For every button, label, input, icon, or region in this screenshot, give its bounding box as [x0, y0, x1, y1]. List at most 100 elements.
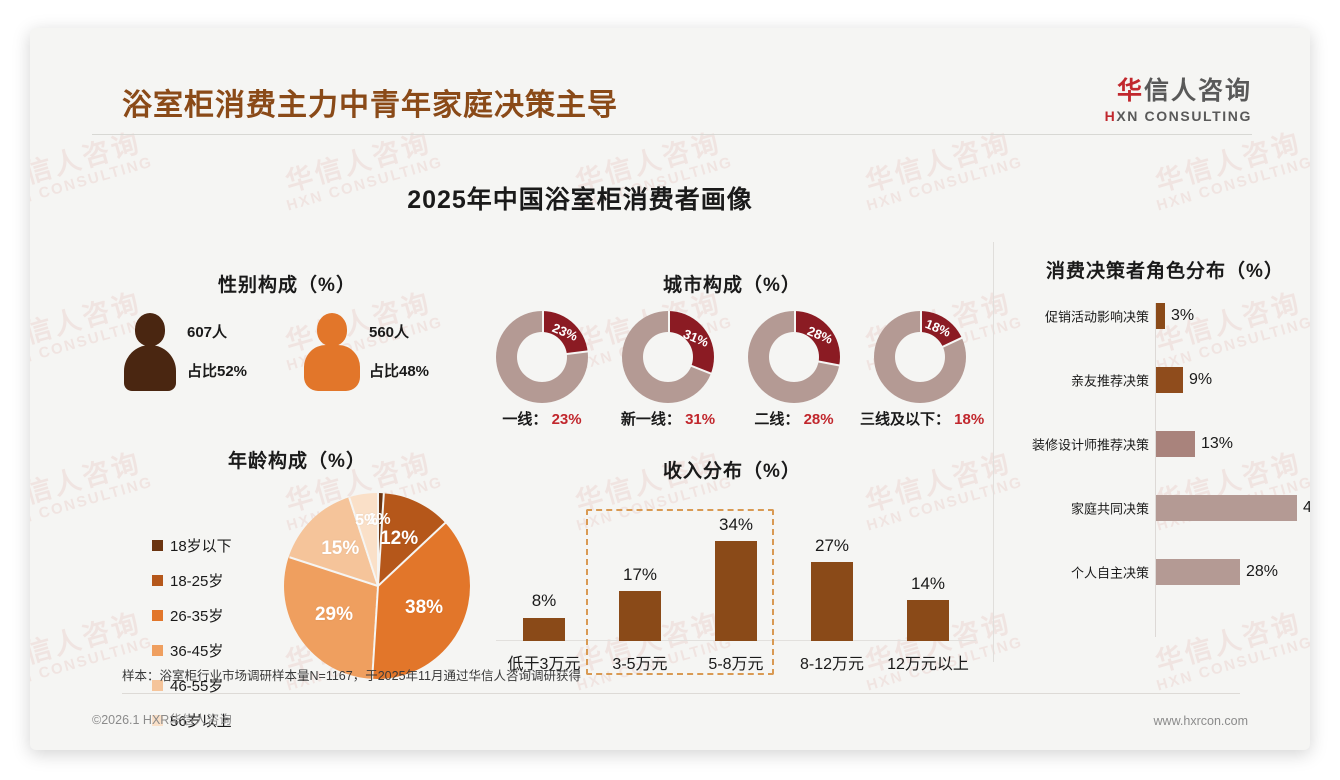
role-bar: [1156, 559, 1240, 585]
subtitle-container: 2025年中国浴室柜消费者画像: [210, 180, 950, 216]
city-donut-item: 23% 一线： 23%: [482, 311, 602, 429]
age-composition-section: 年龄构成（%） 18岁以下 18-25岁 26-35岁 36-45岁 46-55岁 56岁…: [122, 446, 472, 730]
role-bar-label: 家庭共同决策: [1070, 501, 1149, 517]
income-bar-value: 27%: [814, 535, 850, 555]
age-section-title: 年龄构成（%）: [228, 451, 366, 472]
gender-item: 607人占比52%: [122, 313, 247, 391]
role-bar-label: 个人自主决策: [1070, 565, 1149, 581]
gender-composition-section: 性别构成（%） 607人 占比52% 560人 占比48%: [122, 270, 452, 399]
age-legend-item: 18-25岁: [152, 570, 232, 591]
income-bar-category: 5-8万元: [708, 656, 764, 673]
role-bar-value: 47%: [1303, 499, 1310, 516]
vertical-divider: [993, 242, 994, 662]
donut-caption-value: 18%: [954, 411, 985, 428]
role-bar-label: 装修设计师推荐决策: [1031, 437, 1149, 453]
role-bar: [1156, 303, 1165, 329]
role-bar: [1156, 367, 1183, 393]
income-bar-value: 34%: [718, 515, 754, 534]
roles-section-title: 消费决策者角色分布（%）: [1046, 261, 1284, 282]
male-silhouette-icon: [122, 313, 178, 391]
role-bar: [1156, 431, 1195, 457]
role-bar-row: 装修设计师推荐决策 13%: [1015, 431, 1310, 457]
logo-english-text: HXN CONSULTING: [1105, 108, 1252, 124]
company-logo: 华信人咨询 HXN CONSULTING: [1105, 77, 1252, 124]
income-bar: [907, 599, 949, 641]
role-bar-value: 3%: [1171, 307, 1195, 324]
decision-role-section: 消费决策者角色分布（%） 促销活动影响决策 3% 亲友推荐决策 9% 装修设计师推荐决策…: [1015, 256, 1310, 643]
role-bar-value: 28%: [1246, 563, 1279, 580]
city-section-title: 城市构成（%）: [663, 275, 801, 296]
logo-cn-rest: 信人咨询: [1143, 77, 1252, 105]
gender-share: 占比48%: [369, 363, 430, 380]
pie-slice-label: 12%: [380, 527, 419, 549]
donut-caption: 一线： 23%: [502, 411, 582, 428]
income-bar-value: 8%: [531, 591, 557, 611]
donut-chart: 28%: [748, 311, 841, 403]
income-bar-category: 低于3万元: [507, 656, 581, 673]
city-donut-item: 31% 新一线： 31%: [608, 311, 728, 429]
pie-slice-label: 15%: [321, 538, 360, 560]
donut-chart: 31%: [622, 311, 714, 403]
logo-cn-accent: 华: [1116, 77, 1144, 105]
gender-share: 占比52%: [187, 363, 248, 380]
city-composition-section: 城市构成（%） 23% 一线： 23% 31% 新一线： 31% 28% 二线： 28% 1…: [482, 270, 985, 441]
age-pie-chart: 1% 12% 38% 29% 15% 5%: [284, 493, 470, 679]
legend-label: 18-25岁: [170, 573, 224, 590]
website-text: www.hxrcon.com: [1153, 714, 1248, 728]
roles-bar-chart: 促销活动影响决策 3% 亲友推荐决策 9% 装修设计师推荐决策 13% 家庭共同决策 47% 个…: [1015, 303, 1310, 643]
income-distribution-section: 收入分布（%） 8% 低于3万元 17% 3-5万元 34% 5-8万元 27% 8-12万元…: [482, 456, 982, 675]
legend-swatch: [152, 645, 163, 656]
donut-caption-value: 31%: [685, 411, 716, 428]
income-bar-category: 12万元以上: [887, 656, 969, 673]
logo-en-rest: XN CONSULTING: [1116, 107, 1252, 124]
income-bar: [811, 561, 853, 641]
gender-count: 560人: [369, 324, 410, 341]
legend-swatch: [152, 680, 163, 691]
pie-slice-label: 38%: [405, 597, 444, 619]
role-bar-label: 亲友推荐决策: [1070, 373, 1149, 389]
income-section-title: 收入分布（%）: [663, 461, 801, 482]
income-bar-column: 14% 12万元以上: [880, 574, 976, 673]
donut-caption: 新一线： 31%: [620, 411, 716, 428]
role-bar-row: 促销活动影响决策 3%: [1015, 303, 1310, 329]
slide-subtitle: 2025年中国浴室柜消费者画像: [407, 186, 753, 214]
gender-count: 607人: [187, 324, 228, 341]
donut-hole: [517, 332, 567, 382]
legend-swatch: [152, 540, 163, 551]
donut-caption-value: 28%: [803, 411, 834, 428]
income-bar-category: 3-5万元: [612, 656, 668, 673]
copyright-text: ©2026.1 HXR华信人咨询: [92, 713, 232, 727]
age-legend-item: 56岁以上: [152, 710, 232, 731]
donut-caption: 三线及以下： 18%: [860, 411, 985, 428]
donut-chart: 23%: [496, 311, 589, 403]
legend-label: 56岁以上: [170, 713, 232, 730]
gender-item: 560人占比48%: [304, 313, 429, 391]
city-donut-item: 28% 二线： 28%: [734, 311, 854, 429]
income-bar-value: 14%: [910, 573, 946, 593]
legend-label: 18岁以下: [170, 538, 232, 555]
legend-swatch: [152, 575, 163, 586]
gender-items: 607人占比52% 560人占比48%: [122, 313, 452, 399]
slide-header: 浴室柜消费主力中青年家庭决策主导 华信人咨询 HXN CONSULTING: [92, 56, 1252, 135]
page-title: 浴室柜消费主力中青年家庭决策主导: [122, 89, 618, 122]
infographic-slide: 华信人咨询 HXN CONSULTING 华信人咨询 HXN CONSULTING 华信…: [30, 28, 1310, 750]
role-bar: [1156, 495, 1297, 521]
pie-separator: [289, 556, 379, 587]
income-bar-column: 17% 3-5万元: [592, 565, 688, 673]
role-bar-row: 个人自主决策 28%: [1015, 559, 1310, 585]
role-bar-row: 家庭共同决策 47%: [1015, 495, 1310, 521]
legend-label: 36-45岁: [170, 643, 224, 660]
city-donut-row: 23% 一线： 23% 31% 新一线： 31% 28% 二线： 28% 18% 三线及以下：…: [482, 311, 985, 441]
pie-separator: [377, 493, 379, 586]
role-bar-value: 9%: [1189, 371, 1213, 388]
donut-hole: [643, 332, 693, 382]
female-silhouette-icon: [304, 313, 360, 391]
age-pie-legend: 18岁以下 18-25岁 26-35岁 36-45岁 46-55岁 56岁以上: [152, 535, 232, 745]
city-donut-item: 18% 三线及以下： 18%: [860, 311, 985, 429]
pie-slice-label: 1%: [367, 511, 391, 529]
income-bar-column: 27% 8-12万元: [784, 536, 880, 673]
sample-note: 样本：浴室柜行业市场调研样本量N=1167，于2025年11月通过华信人咨询调研…: [122, 665, 1240, 694]
roles-axis-line: [1155, 303, 1156, 637]
age-pie-slices: [284, 493, 470, 679]
age-legend-item: 18岁以下: [152, 535, 232, 556]
